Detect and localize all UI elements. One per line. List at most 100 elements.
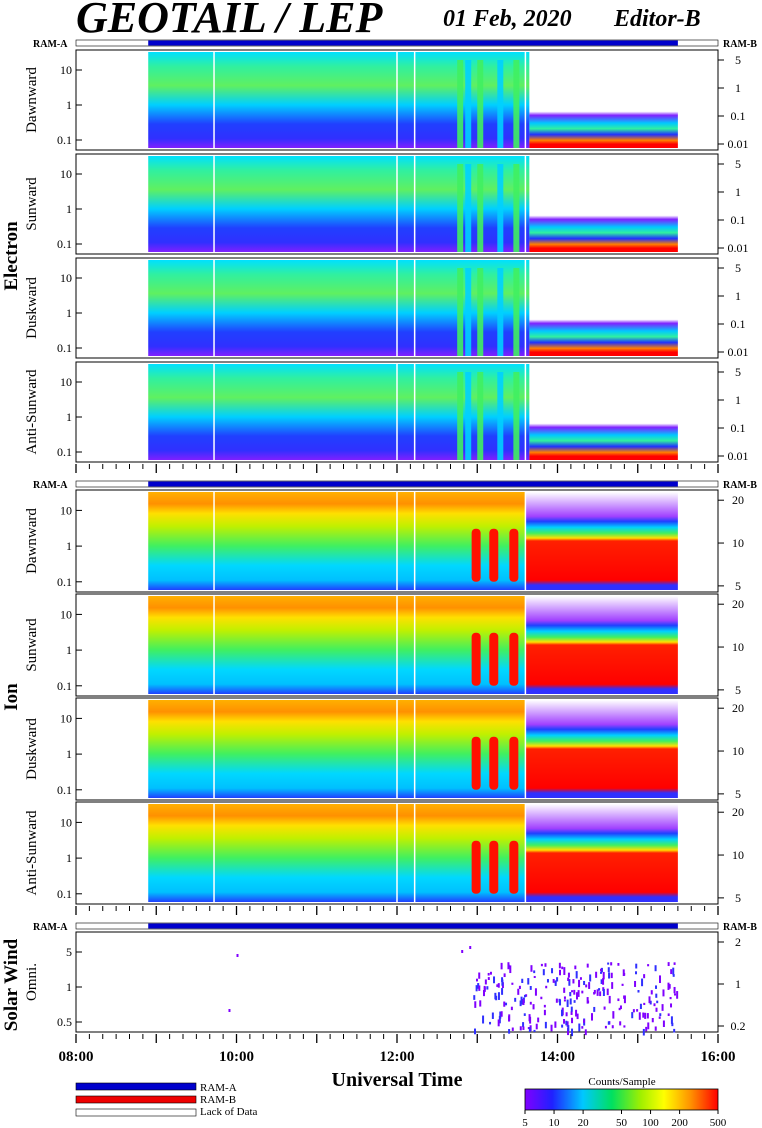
ion-burst [489,840,499,894]
solar-wind-speck [508,1029,511,1034]
solar-wind-speck [534,988,537,996]
colorbar-gradient [524,1088,719,1111]
ram-bar-1: RAM-A RAM-B [33,39,757,50]
right-tick-label: 5 [735,365,741,379]
solar-wind-speck [567,972,570,978]
ion-burst [489,528,499,582]
panel-label: Omni. [24,963,40,1001]
right-tick-label: 20 [732,701,744,715]
left-tick-label: 0.1 [57,679,72,693]
solar-wind-speck [584,1029,587,1036]
electron-burst [513,60,520,148]
solar-wind-speck [585,984,588,988]
solar-wind-speck [478,972,481,979]
panel-label: Dawnward [24,508,40,574]
solar-wind-speck [673,962,676,965]
solar-wind-speck [602,971,605,980]
right-tick-label: 10 [732,536,744,550]
right-tick-label: 5 [735,891,741,905]
colorbar-ticks: 5 10 20 50 100 200 500 [522,1110,727,1128]
solar-wind-speck [642,1012,645,1018]
legend-ram-b-label: RAM-B [200,1094,236,1106]
solar-wind-speck [484,979,487,985]
solar-wind-speck [595,971,598,978]
solar-wind-speck [623,995,626,1004]
solar-wind-speck [544,963,547,967]
solar-wind-speck [565,1020,568,1026]
solar-wind-speck [576,992,579,1000]
solar-wind-speck [617,962,620,966]
ion-spectrum-late [525,596,678,694]
solar-wind-speck [560,1009,563,1017]
solar-wind-speck [650,990,653,995]
solar-wind-speck [586,963,589,968]
solar-wind-speck [566,1021,569,1027]
electron-burst [457,60,464,148]
solar-wind-speck [573,1000,576,1003]
solar-wind-speck [500,1011,503,1017]
solar-wind-speck [676,991,679,999]
electron-burst [457,268,464,356]
solar-wind-speck [568,979,571,986]
solar-wind-speck [670,969,673,975]
left-tick-label: 10 [60,815,72,829]
solar-wind-speck [570,1006,573,1012]
right-tick-label: 0.01 [728,449,749,463]
right-tick-label: 2 [735,935,741,949]
left-tick-label: 10 [60,167,72,181]
solar-wind-speck [555,998,558,1003]
solar-wind-speck [621,983,624,986]
solar-wind-speck [602,988,605,996]
electron-burst [477,268,484,356]
solar-wind-speck [561,966,564,970]
solar-wind-speck [577,990,580,997]
solar-wind-speck [571,1017,574,1024]
ram-b-label: RAM-B [723,39,757,50]
right-tick-label: 0.1 [731,213,746,227]
ram-a-label: RAM-A [33,39,68,50]
solar-wind-speck [558,962,561,969]
colorbar-tick-label: 50 [616,1117,628,1128]
solar-wind-speck [654,1026,657,1031]
solar-wind-speck [589,974,592,982]
ram-a-coverage-bar [148,923,678,929]
electron-burst [497,372,504,460]
electron-burst [513,164,520,252]
solar-wind-speck [646,1013,649,1019]
solar-wind-speck [552,978,555,983]
right-tick-label: 20 [732,493,744,507]
left-tick-label: 1 [66,980,72,994]
right-tick-label: 5 [735,261,741,275]
electron-spectrum-late [529,52,678,148]
legend-ram-b-swatch [75,1095,197,1104]
panel-label: Anti-Sunward [24,369,40,454]
solar-wind-speck [563,1019,566,1024]
solar-wind-speck [593,989,596,994]
left-tick-label: 10 [60,503,72,517]
solar-wind-speck [588,982,591,989]
solar-wind-speck [619,1021,622,1026]
left-tick-label: 10 [60,607,72,621]
solar-wind-speck [482,1015,485,1024]
ram-bar-3: RAM-A RAM-B [33,922,757,933]
right-tick-label: 1 [735,393,741,407]
solar-wind-speck [608,972,611,979]
solar-wind-speck [656,1000,659,1004]
solar-wind-speck [669,996,672,1000]
solar-wind-speck [659,1013,662,1017]
hour-label: 14:00 [540,1049,575,1065]
solar-wind-speck [517,988,520,995]
solar-wind-speck [477,983,480,989]
ram-a-label: RAM-A [33,480,68,491]
solar-wind-speck [475,978,478,982]
colorbar-tick-label: 200 [671,1117,688,1128]
electron-burst [465,60,472,148]
solar-wind-speck [583,980,586,986]
solar-wind-speck [486,986,489,990]
panel-frame [75,931,719,1033]
ion-burst [489,632,499,686]
electron-burst [457,372,464,460]
ion-spectrum-early [148,596,526,694]
solar-wind-speck [529,1016,532,1024]
